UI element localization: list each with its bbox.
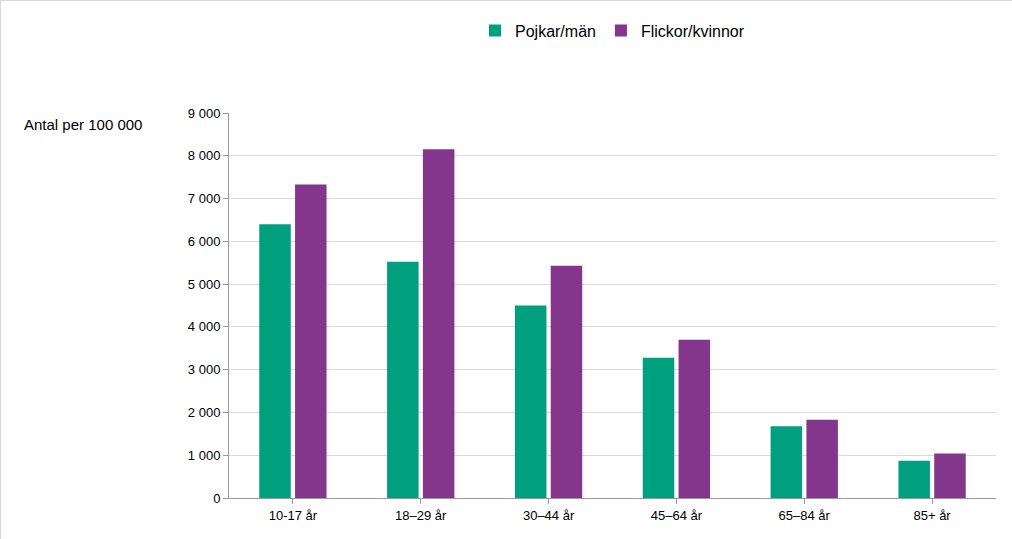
svg-text:0: 0 xyxy=(213,491,220,506)
svg-text:6 000: 6 000 xyxy=(188,234,221,249)
svg-text:Flickor/kvinnor: Flickor/kvinnor xyxy=(641,23,745,40)
svg-text:65–84 år: 65–84 år xyxy=(779,508,831,523)
svg-text:4 000: 4 000 xyxy=(188,319,221,334)
svg-text:Antal per 100 000: Antal per 100 000 xyxy=(24,116,142,133)
svg-text:30–44 år: 30–44 år xyxy=(523,508,575,523)
svg-text:45–64 år: 45–64 år xyxy=(651,508,703,523)
svg-text:1 000: 1 000 xyxy=(188,448,221,463)
svg-text:7 000: 7 000 xyxy=(188,191,221,206)
svg-text:8 000: 8 000 xyxy=(188,148,221,163)
svg-text:9 000: 9 000 xyxy=(188,106,221,121)
svg-text:10-17 år: 10-17 år xyxy=(269,508,318,523)
svg-text:2 000: 2 000 xyxy=(188,405,221,420)
svg-text:Pojkar/män: Pojkar/män xyxy=(515,23,596,40)
svg-text:85+ år: 85+ år xyxy=(913,508,951,523)
svg-text:3 000: 3 000 xyxy=(188,362,221,377)
svg-text:18–29 år: 18–29 år xyxy=(395,508,447,523)
svg-text:5 000: 5 000 xyxy=(188,277,221,292)
